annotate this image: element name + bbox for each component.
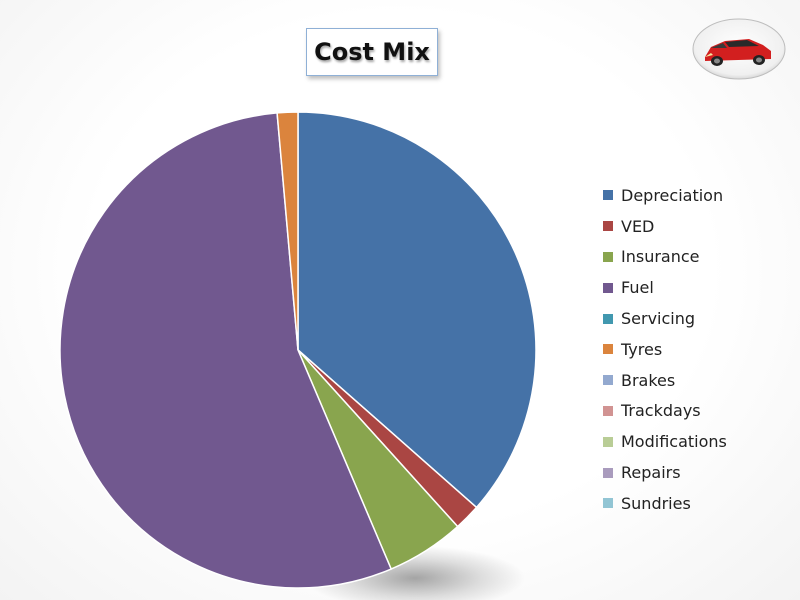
legend-label: Sundries: [621, 493, 691, 513]
legend-item-depreciation: Depreciation: [603, 180, 727, 211]
pie-slice-depreciation: [297, 111, 537, 509]
chart-title: Cost Mix: [314, 38, 430, 66]
legend-swatch: [603, 436, 613, 447]
legend-swatch: [603, 375, 613, 386]
legend-label: Tyres: [621, 339, 663, 359]
legend-swatch: [603, 498, 613, 509]
legend-item-brakes: Brakes: [603, 365, 727, 396]
legend-label: Brakes: [621, 370, 676, 390]
legend-item-fuel: Fuel: [603, 272, 727, 303]
legend-swatch: [603, 405, 613, 416]
legend-label: VED: [621, 216, 655, 236]
legend-swatch: [603, 251, 613, 262]
legend-label: Trackdays: [621, 401, 701, 421]
legend-item-trackdays: Trackdays: [603, 396, 727, 427]
legend-label: Insurance: [621, 247, 700, 267]
legend-swatch: [603, 282, 613, 293]
legend-label: Fuel: [621, 278, 654, 298]
legend-item-insurance: Insurance: [603, 242, 727, 273]
legend-item-tyres: Tyres: [603, 334, 727, 365]
red-hatchback-car-icon: [691, 17, 787, 81]
legend-item-servicing: Servicing: [603, 303, 727, 334]
legend-item-modifications: Modifications: [603, 426, 727, 457]
legend-label: Modifications: [621, 432, 727, 452]
legend-item-ved: VED: [603, 211, 727, 242]
legend-swatch: [603, 221, 613, 232]
legend-item-sundries: Sundries: [603, 488, 727, 519]
pie-slice-tyres: [276, 111, 299, 351]
chart-title-box: Cost Mix: [306, 28, 438, 76]
legend-swatch: [603, 190, 613, 201]
legend-swatch: [603, 313, 613, 324]
legend: Depreciation VED Insurance Fuel Servicing Tyr…: [603, 180, 727, 519]
pie-slice-fuel: [59, 112, 393, 589]
legend-swatch: [603, 344, 613, 355]
legend-label: Servicing: [621, 309, 696, 329]
legend-item-repairs: Repairs: [603, 457, 727, 488]
legend-label: Repairs: [621, 463, 681, 483]
legend-swatch: [603, 467, 613, 478]
legend-label: Depreciation: [621, 185, 724, 205]
